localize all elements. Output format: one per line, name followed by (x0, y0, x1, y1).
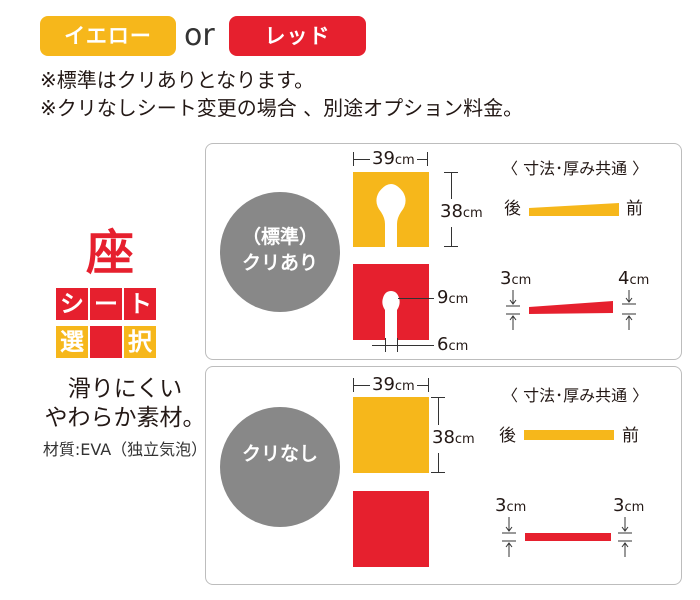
depth-label-2: 38cm (432, 425, 475, 453)
yellow-seat-cutout (353, 172, 429, 247)
yellow-option-badge: イエロー (40, 16, 176, 56)
front-label-2: 前 (622, 426, 639, 446)
tile-sen: 選 (56, 326, 88, 358)
back-label: 後 (504, 199, 521, 219)
desc-line-2: やわらか素材。 (44, 405, 206, 431)
tile-shi: シ (56, 288, 88, 320)
desc-line-1: 滑りにくい (67, 376, 183, 402)
seat-char: 座 (86, 225, 135, 281)
common-dimension-label: 〈 寸法･厚み共通 〉 (502, 159, 649, 178)
no-cutout-circle: クリなし (220, 407, 340, 527)
gap-label: 6cm (437, 334, 469, 355)
thickness-back-label: 3cm (500, 268, 532, 289)
tile-to: ト (124, 288, 156, 320)
tile-long-dash: ー (90, 288, 122, 320)
gap-dimension-line (372, 345, 434, 346)
yellow-option-label: イエロー (64, 24, 152, 48)
card-with-cutout: （標準） クリあり 39cm 38cm 9cm 6cm 〈 寸法･厚み共通 〉 … (205, 143, 682, 360)
note-option-fee: ※クリなしシート変更の場合 、別途オプション料金。 (40, 96, 524, 120)
thickness-bar-red (502, 517, 632, 557)
red-seat-plain (353, 491, 429, 567)
tile-taku: 択 (124, 326, 156, 358)
thickness-bar-yellow (524, 430, 614, 440)
cutout-dimension-line (398, 298, 434, 299)
thickness-wedge-red (506, 290, 636, 330)
cutout-label: 9cm (437, 287, 469, 308)
depth-label: 38cm (440, 199, 483, 227)
material-text: 材質:EVA（独立気泡） (42, 440, 208, 459)
red-option-badge: レッド (229, 16, 366, 56)
or-text: or (184, 18, 215, 53)
front-label: 前 (626, 199, 643, 219)
yellow-seat-plain (353, 397, 429, 473)
circle-no-cutout-label: クリなし (241, 443, 318, 465)
card-no-cutout: クリなし 39cm 38cm 〈 寸法･厚み共通 〉 後 前 3cm 3cm (205, 366, 682, 585)
back-label-2: 後 (499, 426, 516, 446)
tile-red-block (90, 326, 122, 358)
circle-standard-label: （標準） (241, 226, 318, 248)
red-seat-cutout (353, 264, 429, 340)
red-option-label: レッド (264, 24, 331, 48)
standard-cutout-circle: （標準） クリあり (220, 192, 340, 312)
circle-cutout-label: クリあり (241, 252, 318, 274)
note-standard: ※標準はクリありとなります。 (40, 68, 315, 92)
thickness-front-label-2: 3cm (613, 495, 645, 516)
thickness-back-label-2: 3cm (495, 495, 527, 516)
width-label: 39cm (370, 148, 417, 172)
thickness-wedge-yellow (529, 203, 619, 216)
thickness-front-label: 4cm (618, 268, 650, 289)
width-label-2: 39cm (370, 374, 417, 398)
common-dimension-label-2: 〈 寸法･厚み共通 〉 (502, 386, 649, 405)
